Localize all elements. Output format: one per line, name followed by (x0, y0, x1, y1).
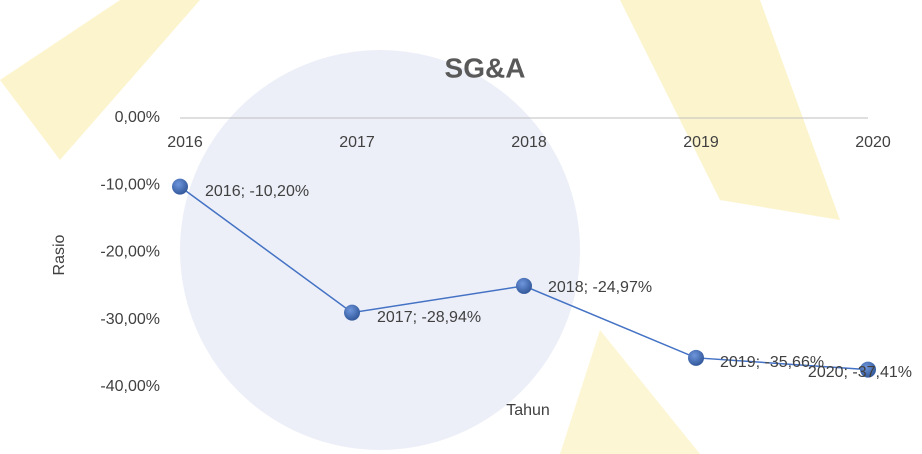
y-axis-title: Rasio (51, 234, 68, 275)
data-label: 2017; -28,94% (377, 309, 481, 326)
x-tick-label: 2018 (511, 134, 547, 151)
watermark-circle (180, 50, 580, 450)
y-tick-label: 0,00% (115, 109, 160, 126)
x-tick-label: 2019 (683, 134, 719, 151)
y-tick-label: -10,00% (100, 176, 160, 193)
data-label: 2018; -24,97% (548, 279, 652, 296)
x-tick-label: 2020 (855, 134, 891, 151)
data-point (688, 350, 704, 366)
chart: SG&A Tahun Rasio 0,00% -10,00% -20,00% -30,… (0, 0, 922, 454)
y-tick-label: -30,00% (100, 311, 160, 328)
data-label: 2020; -37,41% (808, 364, 912, 381)
x-tick-label: 2017 (339, 134, 375, 151)
y-tick-label: -40,00% (100, 378, 160, 395)
y-tick-label: -20,00% (100, 244, 160, 261)
data-point (172, 179, 188, 195)
data-label: 2016; -10,20% (205, 183, 309, 200)
data-point (344, 305, 360, 321)
x-tick-label: 2016 (167, 134, 203, 151)
data-point (516, 278, 532, 294)
x-axis-title: Tahun (506, 402, 550, 419)
chart-title: SG&A (445, 52, 526, 83)
